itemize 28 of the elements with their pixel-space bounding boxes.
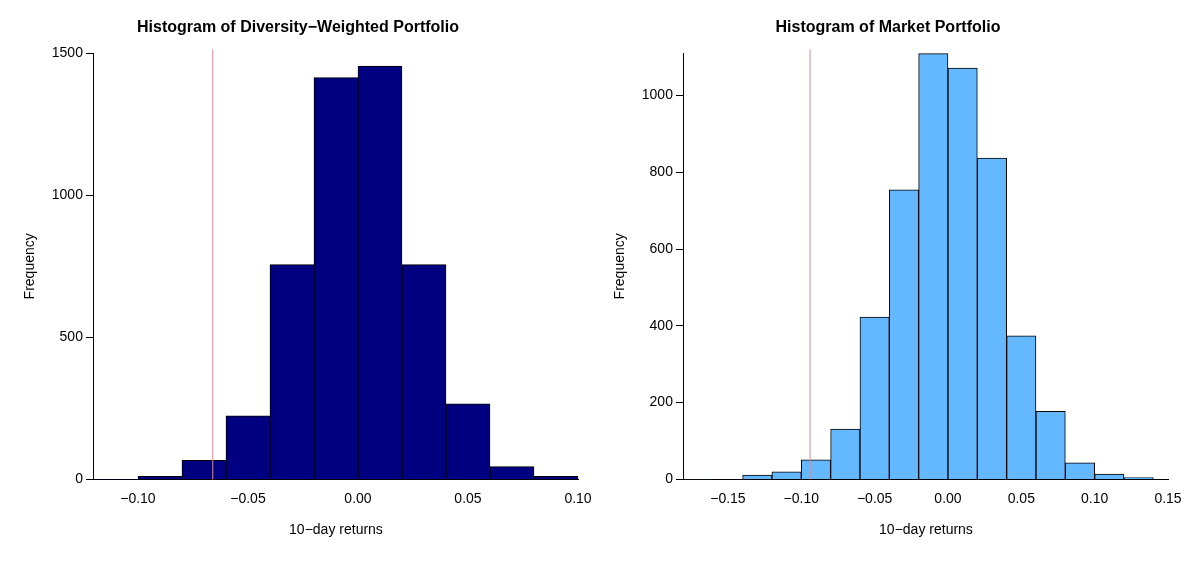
y-tick-label: 800 <box>649 163 674 180</box>
x-tick-label: −0.15 <box>710 489 746 506</box>
y-tick-label: 1000 <box>641 86 674 103</box>
chart-title: Histogram of Market Portfolio <box>775 18 1001 36</box>
x-tick-label: −0.10 <box>120 489 156 506</box>
y-tick-label: 1000 <box>51 186 84 203</box>
x-tick-label: 0.00 <box>934 489 962 506</box>
x-tick-label: −0.05 <box>230 489 266 506</box>
x-tick-label: 0.10 <box>564 489 592 506</box>
y-tick-label: 0 <box>665 470 674 487</box>
x-axis-title: 10−day returns <box>879 521 973 538</box>
x-tick-label: 0.15 <box>1154 489 1182 506</box>
y-tick-label: 0 <box>75 470 84 487</box>
y-axis-title: Frequency <box>21 233 38 300</box>
y-tick-label: 200 <box>649 393 674 410</box>
x-tick-label: 0.05 <box>454 489 482 506</box>
chart-title: Histogram of Diversity−Weighted Portfolio <box>137 18 460 36</box>
x-tick-label: 0.10 <box>1081 489 1109 506</box>
x-tick-label: 0.05 <box>1007 489 1036 506</box>
x-axis-title: 10−day returns <box>289 521 383 538</box>
x-tick-label: 0.00 <box>344 489 372 506</box>
y-axis-title: Frequency <box>611 233 628 300</box>
y-tick-label: 1500 <box>51 44 84 61</box>
y-tick-label: 500 <box>59 328 84 345</box>
x-tick-label: −0.10 <box>783 489 820 506</box>
y-tick-label: 600 <box>649 239 674 256</box>
y-tick-label: 400 <box>649 316 674 333</box>
x-tick-label: −0.05 <box>856 489 893 506</box>
